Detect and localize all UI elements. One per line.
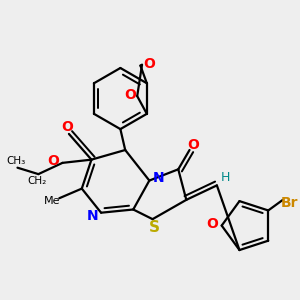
Text: N: N — [86, 209, 98, 223]
Text: O: O — [124, 88, 136, 103]
Text: H: H — [221, 171, 231, 184]
Text: O: O — [207, 217, 219, 231]
Text: CH₃: CH₃ — [6, 156, 26, 166]
Text: O: O — [188, 138, 199, 152]
Text: S: S — [149, 220, 160, 235]
Text: N: N — [152, 171, 164, 185]
Text: Br: Br — [281, 196, 298, 210]
Text: O: O — [48, 154, 59, 168]
Text: Me: Me — [44, 196, 61, 206]
Text: CH₂: CH₂ — [27, 176, 46, 186]
Text: O: O — [61, 120, 73, 134]
Text: O: O — [143, 57, 155, 71]
